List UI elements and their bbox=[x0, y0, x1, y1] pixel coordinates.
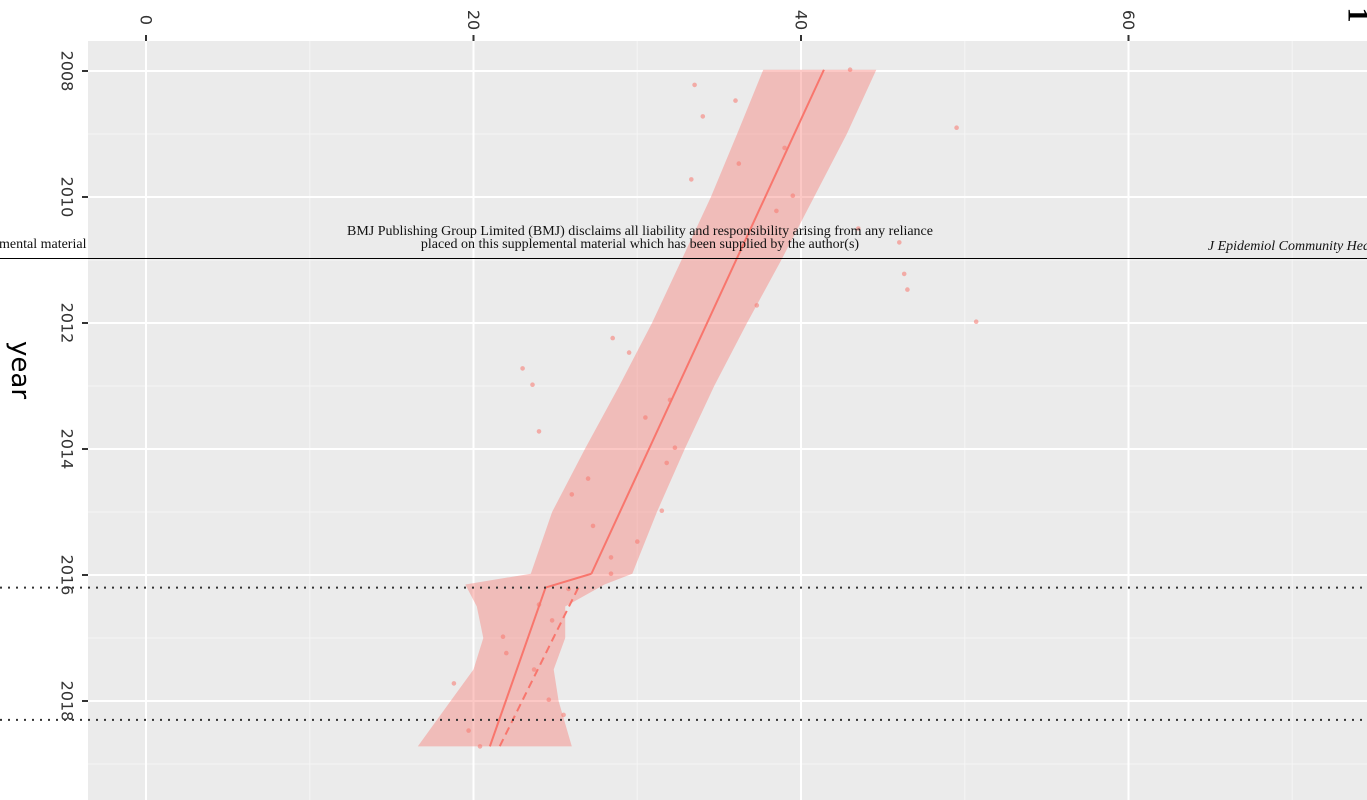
data-point bbox=[847, 67, 853, 72]
page-number: 1 bbox=[1341, 8, 1367, 23]
value-tick-label: 0 bbox=[137, 15, 156, 25]
year-tick-label: 2008 bbox=[58, 51, 77, 92]
data-point bbox=[585, 476, 591, 481]
grid-major bbox=[88, 41, 1367, 800]
data-point bbox=[520, 366, 525, 371]
data-point bbox=[856, 226, 861, 231]
data-point bbox=[451, 681, 457, 686]
data-point bbox=[610, 335, 615, 341]
data-point bbox=[466, 728, 471, 733]
value-tick-label: 40 bbox=[792, 10, 811, 30]
year-tick-label: 2014 bbox=[58, 429, 77, 470]
data-point bbox=[608, 555, 614, 560]
value-tick-label: 20 bbox=[464, 10, 483, 30]
x-axis-title: year bbox=[5, 341, 35, 399]
confidence-ribbon bbox=[417, 69, 877, 747]
data-point bbox=[643, 415, 648, 420]
data-point bbox=[664, 460, 669, 466]
header-disclaimer: BMJ Publishing Group Limited (BMJ) discl… bbox=[0, 224, 1280, 252]
data-point bbox=[635, 539, 640, 544]
data-point bbox=[905, 287, 910, 292]
data-point bbox=[754, 303, 760, 308]
data-point bbox=[536, 429, 542, 434]
data-point bbox=[736, 161, 742, 166]
data-point bbox=[954, 125, 959, 130]
fit-line-segment bbox=[488, 587, 547, 747]
data-point bbox=[608, 571, 614, 576]
data-point bbox=[590, 523, 596, 529]
data-point bbox=[774, 208, 779, 214]
data-point bbox=[973, 319, 979, 325]
data-point bbox=[531, 667, 537, 672]
data-point bbox=[692, 82, 697, 88]
data-point bbox=[901, 271, 907, 277]
confidence-ribbon-layer bbox=[417, 69, 877, 747]
grid-minor bbox=[88, 41, 1367, 800]
data-point bbox=[897, 240, 902, 245]
fit-line-segment bbox=[590, 69, 825, 575]
data-point bbox=[659, 508, 665, 513]
data-point bbox=[626, 350, 632, 355]
data-point bbox=[672, 445, 678, 451]
fit-line-layer bbox=[488, 69, 825, 747]
plot-panel bbox=[88, 41, 1367, 800]
year-tick-label: 2010 bbox=[58, 177, 77, 218]
data-point bbox=[549, 618, 555, 623]
data-point bbox=[700, 114, 706, 119]
data-point bbox=[546, 697, 552, 702]
data-point bbox=[790, 193, 796, 198]
data-point bbox=[689, 177, 694, 182]
data-point bbox=[500, 634, 506, 639]
points-layer bbox=[451, 67, 979, 749]
disclaimer-line-1: BMJ Publishing Group Limited (BMJ) discl… bbox=[347, 224, 933, 239]
data-point bbox=[530, 382, 535, 388]
data-point bbox=[782, 145, 787, 151]
header-left-text: mental material bbox=[0, 237, 87, 252]
year-tick-label: 2016 bbox=[58, 555, 77, 596]
year-tick-label: 2018 bbox=[58, 681, 77, 722]
journal-name: J Epidemiol Community Hea bbox=[1207, 239, 1367, 254]
header-rule bbox=[0, 258, 1367, 259]
data-point bbox=[561, 712, 566, 718]
disclaimer-line-2: placed on this supplemental material whi… bbox=[420, 237, 860, 252]
value-tick-label: 60 bbox=[1119, 10, 1138, 30]
year-tick-label: 2012 bbox=[58, 303, 77, 344]
data-point bbox=[504, 650, 509, 656]
fit-line-segment bbox=[545, 572, 592, 589]
tick-labels-layer: 0 20 40 60 2008 2010 2012 2014 2016 2018 bbox=[58, 10, 1139, 722]
data-point bbox=[477, 744, 483, 749]
data-point bbox=[733, 98, 738, 103]
axis-ticks-layer bbox=[82, 35, 1130, 702]
data-point bbox=[569, 492, 575, 497]
